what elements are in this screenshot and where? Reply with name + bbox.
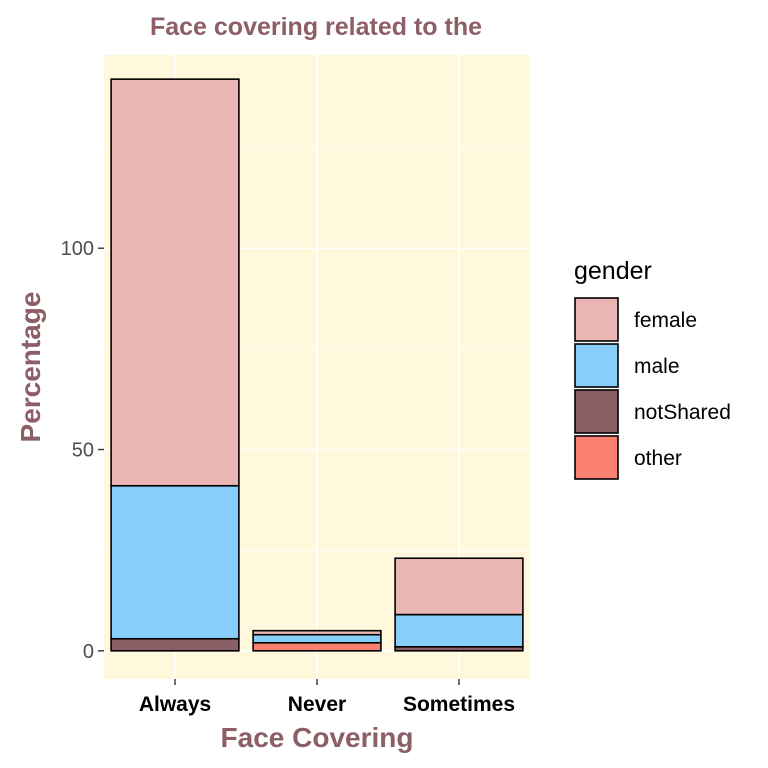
y-axis-title: Percentage [15,292,46,443]
bar-always-male [110,484,240,640]
legend-key-male [574,343,619,388]
bar-never-female [252,629,382,636]
legend-key-female [574,297,619,342]
bar-never-other [252,641,382,652]
legend-label-male: male [634,355,680,378]
x-tick-label-always: Always [139,693,211,716]
legend-key-notshared [574,389,619,434]
x-axis-title: Face Covering [221,722,414,753]
y-tick-label: 0 [83,641,94,663]
y-tick-label: 100 [61,238,94,260]
legend-title: gender [574,257,652,285]
chart-title: Face covering related to the [150,13,482,41]
bars [110,78,524,652]
bar-sometimes-male [394,613,524,648]
legend: gender female male notShared other [574,257,731,480]
bar-always-notshared [110,637,240,652]
y-axis: 0 50 100 [61,238,104,663]
x-tick-label-never: Never [288,693,346,716]
x-axis: Always Never Sometimes [139,679,515,716]
legend-label-female: female [634,309,697,332]
bar-never-male [252,633,382,644]
bar-sometimes-female [394,557,524,616]
legend-key-other [574,435,619,480]
legend-label-other: other [634,447,682,470]
y-tick-label: 50 [72,440,94,462]
legend-label-notshared: notShared [634,401,731,424]
x-tick-label-sometimes: Sometimes [403,693,515,716]
bar-always-female [110,78,240,487]
